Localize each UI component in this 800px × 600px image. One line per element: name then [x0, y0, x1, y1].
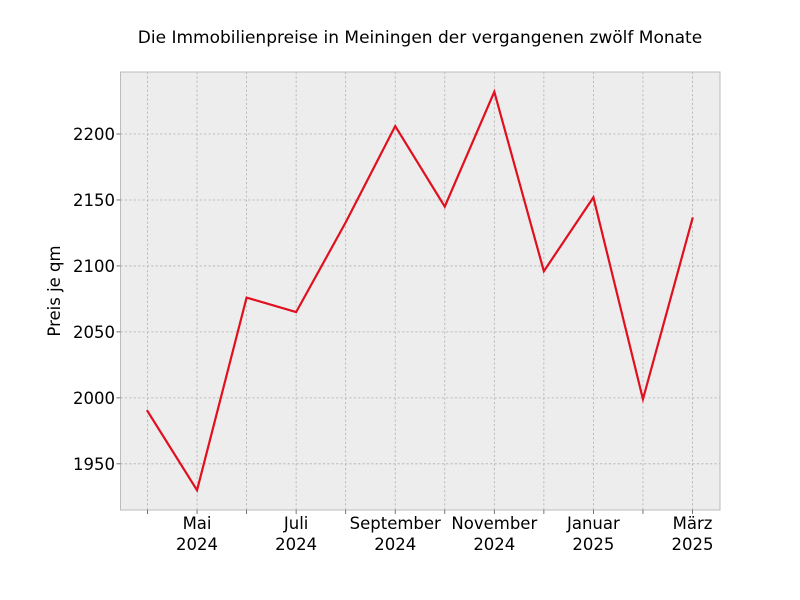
x-tick-label: Januar 2025: [566, 514, 620, 554]
y-tick-label: 2200: [73, 125, 115, 144]
plot-area: [120, 72, 720, 510]
plot-frame: [120, 71, 721, 511]
grid: [120, 72, 720, 510]
series-layer: [145, 88, 694, 493]
x-tick-label: September 2024: [350, 514, 441, 554]
x-tick-label: März 2025: [672, 514, 714, 554]
x-tick-label: November 2024: [451, 514, 537, 554]
y-tick-label: 2000: [73, 389, 115, 408]
series-line: [145, 88, 694, 493]
chart-title: Die Immobilienpreise in Meiningen der ve…: [138, 28, 702, 48]
y-tick-label: 1950: [73, 455, 115, 474]
y-tick-label: 2100: [73, 257, 115, 276]
y-tick-label: 2050: [73, 323, 115, 342]
plot-border: [120, 71, 721, 511]
y-axis: 1950 2000 2050 2100 2150 2200: [73, 125, 121, 474]
y-tick-label: 2150: [73, 191, 115, 210]
y-axis-label: Preis je qm: [45, 245, 64, 336]
x-tick-label: Juli 2024: [275, 514, 317, 554]
x-tick-label: Mai 2024: [176, 514, 218, 554]
